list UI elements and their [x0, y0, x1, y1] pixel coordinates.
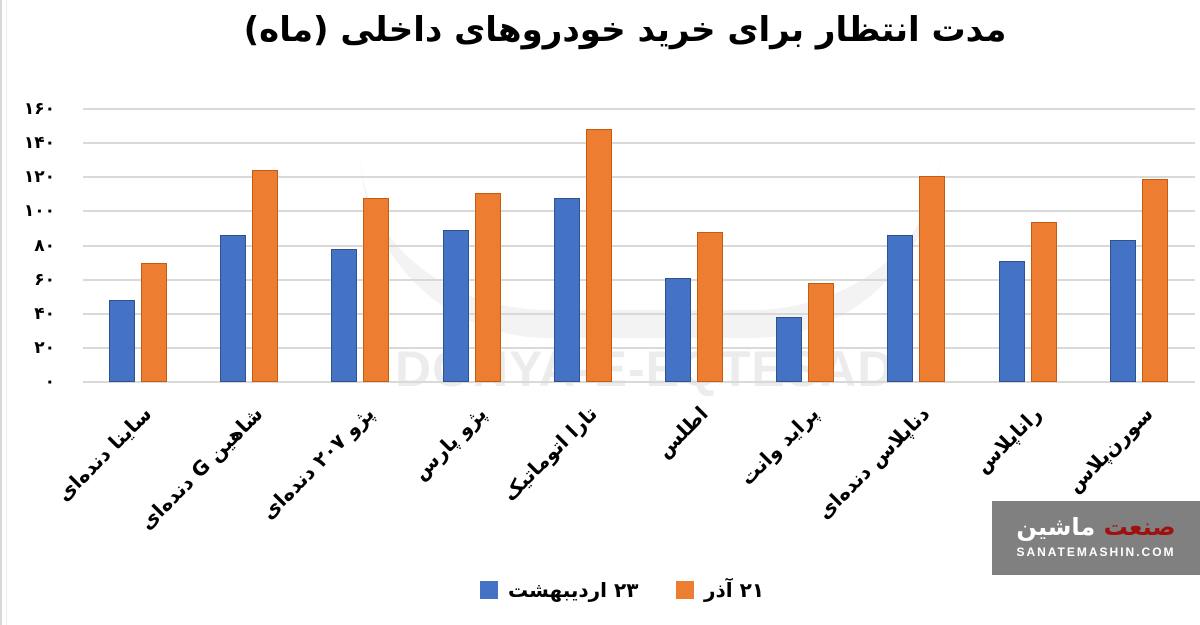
legend-item-series-0: ۲۳ اردیبهشت: [480, 578, 638, 602]
bar-blue: [998, 260, 1025, 382]
bar-orange: [808, 283, 835, 382]
bar-orange: [363, 197, 390, 382]
bar-blue: [331, 248, 358, 382]
y-tick-label: ۱۲۰: [23, 167, 55, 188]
legend-swatch-orange: [676, 581, 694, 599]
gridline: [83, 108, 1195, 110]
y-tick-label: ۱۶۰: [23, 99, 55, 119]
bar-orange: [919, 175, 946, 382]
bar-blue: [665, 277, 691, 382]
x-tick-label: راناپلاس: [969, 401, 1046, 478]
bar-blue: [220, 235, 247, 382]
x-tick-label: تارا اتوماتیک: [497, 401, 602, 506]
gridline: [83, 244, 1195, 247]
bar-orange: [1141, 178, 1168, 382]
bar-orange: [585, 129, 612, 382]
x-tick-label: پراید وانت: [735, 401, 824, 490]
legend-label: ۲۳ اردیبهشت: [508, 578, 639, 602]
sanatemashin-logo: صنعت ماشین SANATEMASHIN.COM: [992, 501, 1200, 575]
gridline: [83, 210, 1195, 213]
legend-swatch-blue: [480, 581, 498, 599]
bar-blue: [776, 317, 803, 382]
legend-item-series-1: ۲۱ آذر: [676, 578, 764, 602]
logo-word-white: ماشین: [1016, 513, 1096, 541]
bar-blue: [442, 230, 469, 382]
logo-english: SANATEMASHIN.COM: [1016, 545, 1176, 559]
legend: ۲۳ اردیبهشت ۲۱ آذر: [480, 578, 780, 608]
x-tick-label: اطلس: [651, 401, 713, 463]
y-tick-label: ۴۰: [34, 303, 55, 324]
gridline: [83, 312, 1195, 315]
gridline: [83, 142, 1195, 145]
gridline: [83, 381, 1195, 383]
x-tick-label: ساینا دنده‌ای: [51, 401, 157, 506]
y-tick-label: ۸۰: [34, 235, 55, 256]
gridline: [83, 278, 1195, 281]
bar-orange: [1030, 221, 1057, 382]
bar-blue: [109, 300, 135, 382]
bar-orange: [697, 231, 723, 382]
x-tick-label: پژو پارس: [407, 401, 491, 485]
y-tick-label: ۶۰: [34, 269, 55, 290]
bar-orange: [141, 262, 167, 382]
gridline: [83, 176, 1195, 179]
bar-blue: [887, 235, 914, 382]
x-tick-label: سورن‌پلاس: [1061, 401, 1158, 498]
bar-blue: [1109, 240, 1136, 382]
x-tick-label: شاهین G دنده‌ای: [134, 401, 268, 535]
logo-persian: صنعت ماشین: [992, 513, 1200, 541]
frame-border: [0, 0, 2, 625]
chart-title: مدت انتظار برای خرید خودروهای داخلی (ماه…: [243, 10, 1007, 50]
x-tick-label: پژو ۲۰۷ دنده‌ای: [256, 401, 380, 525]
bar-orange: [252, 170, 279, 382]
y-tick-label: ۱۴۰: [23, 133, 55, 154]
y-tick-label: ۱۰۰: [23, 201, 55, 222]
frame-border-inner: [6, 0, 7, 625]
legend-label: ۲۱ آذر: [704, 578, 765, 602]
y-tick-label: ۰: [44, 372, 55, 392]
bar-orange: [474, 192, 501, 382]
y-tick-label: ۲۰: [34, 337, 55, 358]
bar-blue: [553, 197, 580, 382]
gridline: [83, 346, 1195, 349]
x-tick-label: دناپلاس دنده‌ای: [812, 401, 935, 524]
logo-word-red: صنعت: [1103, 513, 1176, 541]
